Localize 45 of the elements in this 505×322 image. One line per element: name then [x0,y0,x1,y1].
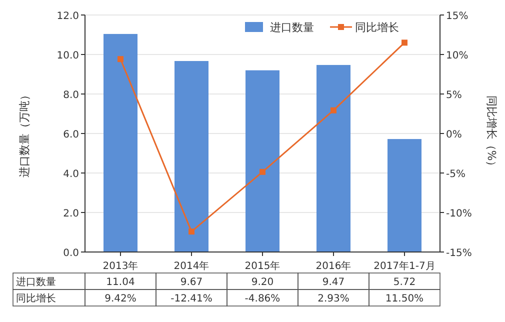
x-tick-label: 2016年 [316,260,352,272]
data-label: 9.42% [104,294,136,304]
y-axis-title: 进口数量（万吨） [18,90,31,178]
y2-tick-label: 15% [446,11,468,22]
point [260,168,266,175]
y-tick-label: 12.0 [56,11,79,22]
y-tick-label: 6.0 [63,130,79,140]
y-tick-label: 4.0 [63,169,79,180]
y-tick-label: 0.0 [63,248,79,259]
data-label: -12.41% [170,294,212,304]
y-tick-label: 10.0 [56,50,79,62]
bar [104,34,138,252]
y-tick-label: 2.0 [63,208,79,220]
bar [174,61,208,252]
point [330,107,336,114]
data-label: 9.47 [322,277,345,288]
bar [316,64,350,252]
data-label: 11.04 [106,277,135,288]
x-tick-label: 2013年 [102,260,138,272]
y2-tick-label: -15% [446,248,472,259]
point [118,56,124,62]
y-tick-label: 8.0 [63,90,79,101]
text: 进口数量 [16,277,56,288]
x-tick-label: 2014年 [174,260,210,272]
y2-tick-label: 10% [446,50,468,62]
data-label: 5.72 [393,277,416,288]
point [402,40,408,46]
text: 同比增长 [16,294,56,304]
data-label: 2.93% [318,294,350,304]
y2-tick-label: 5% [446,90,462,101]
x-tick-label: 2015年 [244,260,280,272]
data-label: -4.86% [244,294,280,304]
y2-axis-title: 同比增长（%） [485,95,498,172]
x-tick-label: 2017年1-7月 [374,260,436,272]
y2-tick-label: 0% [446,130,462,140]
bar [388,139,422,252]
y2-tick-label: -10% [446,208,472,220]
point [188,228,194,235]
data-label: 9.67 [180,277,203,288]
legend-label: 进口数量 [270,21,314,34]
data-label: 9.20 [251,277,274,288]
legend-label: 同比增长 [355,21,399,34]
data-label: 11.50% [385,294,424,304]
bar [246,70,280,252]
y2-tick-label: -5% [446,169,466,180]
